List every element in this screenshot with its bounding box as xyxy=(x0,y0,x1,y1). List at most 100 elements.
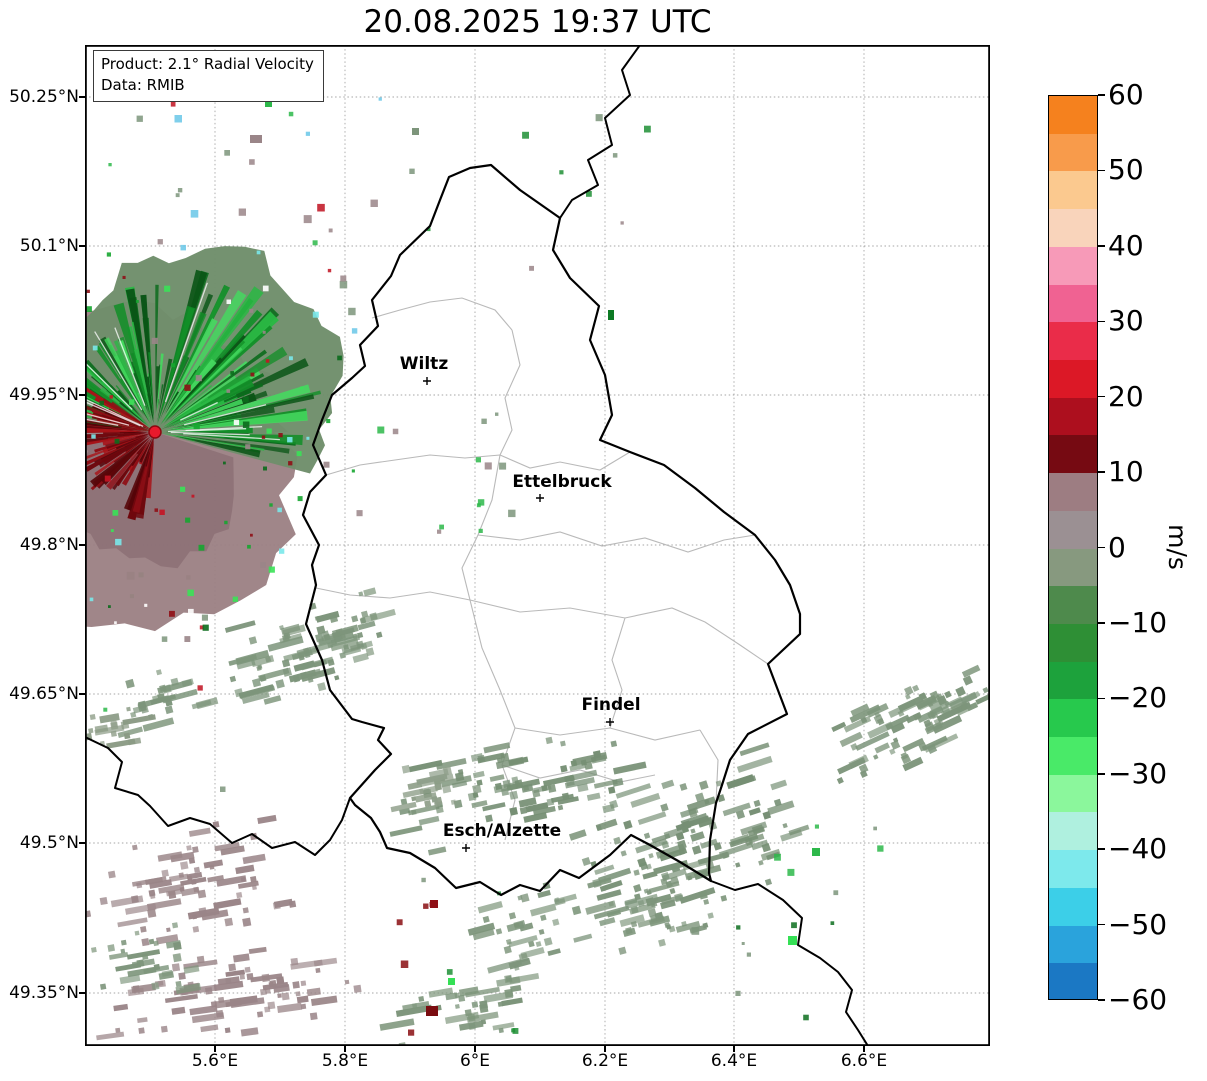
colorbar-segment xyxy=(1049,473,1097,512)
country-border-line xyxy=(710,880,869,1046)
lon-tick-label: 6.4°E xyxy=(710,1051,758,1071)
colorbar-tick-label: −10 xyxy=(1108,605,1168,639)
map-canvas: Wiltz Ettelbruck Findel Esch/Alzette xyxy=(85,45,990,1046)
country-border-line xyxy=(559,45,641,219)
map-frame xyxy=(85,45,990,1046)
product-info-box: Product: 2.1° Radial Velocity Data: RMIB xyxy=(93,50,324,102)
map-plot-area: Wiltz Ettelbruck Findel Esch/Alzette Produc… xyxy=(85,45,990,1046)
lat-tick-label: 49.5°N xyxy=(19,833,79,853)
colorbar-tickmark xyxy=(1098,848,1105,850)
lat-tick-label: 50.1°N xyxy=(19,236,79,256)
colorbar-tickmark xyxy=(1098,320,1105,322)
map-title: 20.08.2025 19:37 UTC xyxy=(363,4,712,40)
colorbar-tick-label: 40 xyxy=(1108,228,1144,262)
colorbar-segment xyxy=(1049,284,1097,323)
colorbar-segment xyxy=(1049,850,1097,889)
colorbar: m/s 60 50 40 30 20 10 0 −10 −20 −30 −40 −50 −60 xyxy=(1048,80,1207,1015)
colorbar-segment xyxy=(1049,774,1097,814)
lon-tickmark xyxy=(474,1046,476,1052)
country-borders xyxy=(85,45,869,1046)
colorbar-tickmark xyxy=(1098,622,1105,624)
lon-tickmark xyxy=(214,1046,216,1052)
lon-tick-label: 6°E xyxy=(459,1051,491,1071)
colorbar-tick-label: 60 xyxy=(1108,78,1144,111)
colorbar-tickmark xyxy=(1098,923,1105,926)
colorbar-segment xyxy=(1049,322,1097,361)
colorbar-segment xyxy=(1049,887,1097,927)
colorbar-tickmark xyxy=(1098,546,1105,549)
lon-tickmark xyxy=(733,1046,735,1052)
city-markers: Wiltz Ettelbruck Findel Esch/Alzette xyxy=(400,354,641,852)
colorbar-segment xyxy=(1049,586,1097,625)
lon-tick-label: 6.2°E xyxy=(581,1051,629,1071)
colorbar-tickmark xyxy=(1098,471,1105,473)
colorbar-segment xyxy=(1049,133,1097,173)
colorbar-segment xyxy=(1049,397,1097,437)
colorbar-gradient xyxy=(1048,95,1098,1000)
colorbar-tickmark xyxy=(1098,395,1105,398)
colorbar-tickmark xyxy=(1098,169,1105,172)
city-label: Ettelbruck xyxy=(512,472,612,492)
colorbar-tick-label: −60 xyxy=(1108,983,1168,1016)
luxembourg-border xyxy=(301,163,802,897)
colorbar-tick-label: 50 xyxy=(1108,153,1144,187)
lat-tick-label: 49.35°N xyxy=(9,983,79,1003)
lat-tick-label: 50.25°N xyxy=(9,87,79,107)
radar-velocity-field xyxy=(85,97,990,1046)
colorbar-tick-label: 0 xyxy=(1108,530,1126,564)
colorbar-segment xyxy=(1049,171,1097,210)
lon-tick-label: 5.6°E xyxy=(191,1051,239,1071)
radar-site-dot xyxy=(148,425,162,439)
country-border-line xyxy=(85,736,351,856)
colorbar-segment xyxy=(1049,435,1097,474)
colorbar-segment xyxy=(1049,96,1097,135)
colorbar-tick-label: 10 xyxy=(1108,455,1144,489)
colorbar-segment xyxy=(1049,737,1097,776)
colorbar-segment xyxy=(1049,661,1097,701)
colorbar-tick-label: 20 xyxy=(1108,379,1144,413)
colorbar-segment xyxy=(1049,209,1097,248)
colorbar-segment xyxy=(1049,246,1097,286)
colorbar-segment xyxy=(1049,359,1097,399)
product-label: Product: 2.1° Radial Velocity xyxy=(101,55,314,73)
lon-tickmark xyxy=(863,1046,865,1052)
city-marker-esch-alzette: Esch/Alzette xyxy=(443,821,561,852)
lat-tick-label: 49.65°N xyxy=(9,684,79,704)
city-marker-ettelbruck: Ettelbruck xyxy=(512,472,612,502)
colorbar-segment xyxy=(1049,548,1097,587)
colorbar-segment xyxy=(1049,963,1097,999)
city-plus-icon xyxy=(536,494,544,502)
city-plus-icon xyxy=(462,844,470,852)
colorbar-tickmark xyxy=(1098,999,1105,1001)
lon-tickmark xyxy=(604,1046,606,1052)
district-borders xyxy=(315,297,769,841)
colorbar-segment xyxy=(1049,623,1097,663)
city-marker-findel: Findel xyxy=(581,695,641,726)
colorbar-segment xyxy=(1049,812,1097,851)
colorbar-segment xyxy=(1049,699,1097,738)
colorbar-tickmark xyxy=(1098,697,1105,700)
colorbar-segment xyxy=(1049,510,1097,550)
lat-tick-label: 49.95°N xyxy=(9,385,79,405)
data-source-label: Data: RMIB xyxy=(101,76,185,94)
city-plus-icon xyxy=(606,718,614,726)
colorbar-tickmark xyxy=(1098,245,1105,247)
colorbar-tick-label: 30 xyxy=(1108,304,1144,338)
city-label: Esch/Alzette xyxy=(443,821,561,841)
city-plus-icon xyxy=(423,377,431,385)
colorbar-tick-label: −30 xyxy=(1108,756,1168,790)
lon-tickmark xyxy=(344,1046,346,1052)
city-marker-wiltz: Wiltz xyxy=(400,354,449,385)
colorbar-tick-label: −50 xyxy=(1108,907,1168,941)
colorbar-tickmark xyxy=(1098,94,1105,96)
lon-tick-label: 5.8°E xyxy=(321,1051,369,1071)
lat-tick-label: 49.8°N xyxy=(19,535,79,555)
lon-tick-label: 6.6°E xyxy=(840,1051,888,1071)
colorbar-tickmark xyxy=(1098,773,1105,775)
colorbar-segment xyxy=(1049,925,1097,964)
colorbar-tick-label: −40 xyxy=(1108,832,1168,866)
city-label: Wiltz xyxy=(400,354,449,374)
colorbar-tick-label: −20 xyxy=(1108,681,1168,715)
city-label: Findel xyxy=(581,695,640,715)
